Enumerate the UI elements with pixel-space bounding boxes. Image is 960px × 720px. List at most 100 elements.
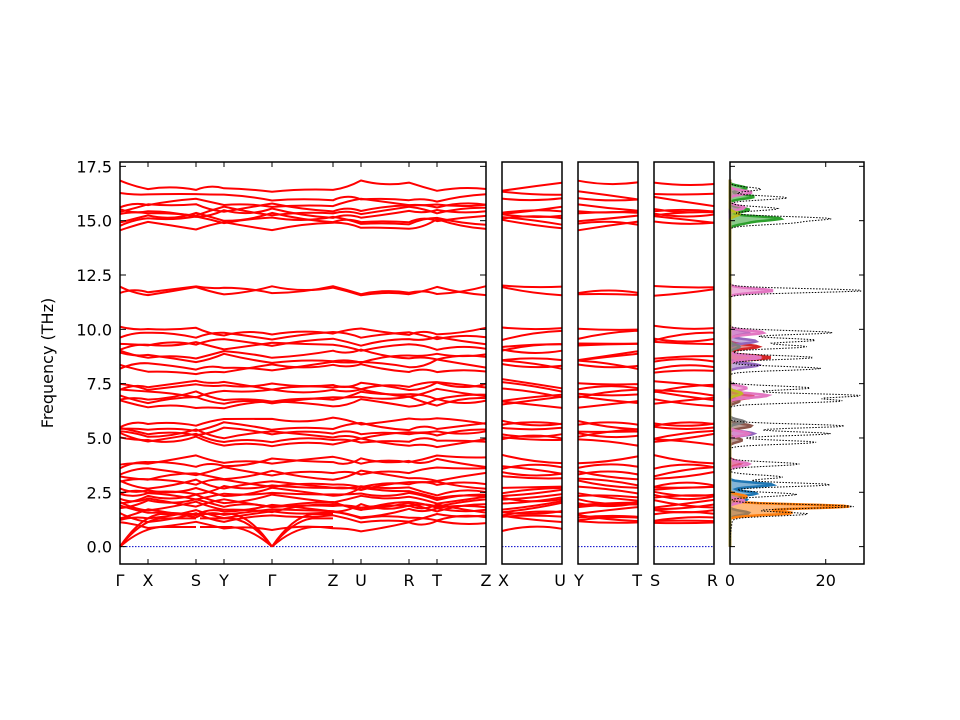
band-line [501,434,563,441]
y-tick-label: 15.0 [76,212,112,231]
band-line [577,329,639,340]
band-line [501,421,563,426]
band-line [577,470,639,476]
band-line [577,494,639,499]
k-point-label: X [143,571,154,590]
band-line [577,479,639,489]
band-line [653,380,715,388]
band-line [501,525,563,532]
band-line [653,331,715,342]
band-line [501,465,563,475]
k-point-label: T [631,571,642,590]
band-line [653,516,715,522]
band-line [653,390,715,402]
band-line [653,481,715,488]
band-line [577,293,639,296]
band-panel-frame [119,161,487,565]
band-line [577,514,639,519]
k-point-label: R [707,571,718,590]
band-line [119,475,487,489]
band-line [577,514,639,522]
dos-projection-fill [730,179,850,547]
band-line [653,503,715,511]
band-line [577,342,639,347]
band-line [119,454,487,466]
band-line [501,510,563,517]
band-line [653,494,715,499]
dos-x-tick-label: 20 [816,571,836,590]
band-panel-frame [577,161,639,565]
band-line [119,197,487,209]
band-line [653,192,715,196]
k-point-label: T [431,571,442,590]
band-line [501,463,563,470]
band-line [501,395,563,406]
band-line [577,214,639,223]
band-line [501,209,563,214]
band-line [577,455,639,465]
band-line [653,438,715,446]
band-line [653,398,715,408]
band-line [501,486,563,495]
band-line [200,526,273,548]
band-line [119,341,487,352]
band-line [119,218,487,232]
band-line [653,208,715,213]
band-line [577,220,639,232]
k-point-label: Γ [116,571,125,590]
band-line [653,499,715,509]
band-line [577,190,639,201]
band-line [119,179,487,193]
band-line [577,506,639,515]
band-line [577,477,639,487]
y-tick-label: 7.5 [87,375,112,394]
band-line [577,220,639,226]
band-line [577,382,639,386]
band-line [653,364,715,371]
band-line [119,379,487,391]
band-line [653,181,715,186]
band-line [653,521,715,525]
band-line [501,343,563,348]
band-line [577,385,639,391]
band-line [653,510,715,516]
dos-panel-frame [729,161,865,565]
band-line [501,190,563,196]
band-line [501,500,563,511]
y-tick-label: 12.5 [76,266,112,285]
band-line [119,348,487,361]
k-point-label: Y [218,571,229,590]
dos-total-line [729,179,862,547]
dos-projection-fill [730,179,742,547]
y-tick-label: 10.0 [76,320,112,339]
band-line [119,416,487,429]
band-line [119,390,487,403]
k-point-label: Y [573,571,584,590]
band-line [577,197,639,202]
k-point-label: U [554,571,566,590]
band-line [653,421,715,427]
band-line [119,491,487,502]
band-line [501,357,563,362]
band-line [119,330,487,341]
band-line [577,463,639,469]
band-line [119,325,487,337]
band-line [119,484,487,497]
band-line [501,471,563,477]
band-line [501,453,563,465]
band-line [501,181,563,192]
k-point-label: U [355,571,367,590]
band-line [119,509,487,522]
k-point-label: R [403,571,414,590]
band-line [653,220,715,225]
band-line [501,197,563,202]
band-line [119,398,487,410]
band-line [501,393,563,402]
band-line [501,426,563,431]
band-line [119,192,487,203]
band-line [119,335,487,347]
k-point-label: S [650,571,660,590]
band-line [653,425,715,430]
band-line [577,470,639,481]
